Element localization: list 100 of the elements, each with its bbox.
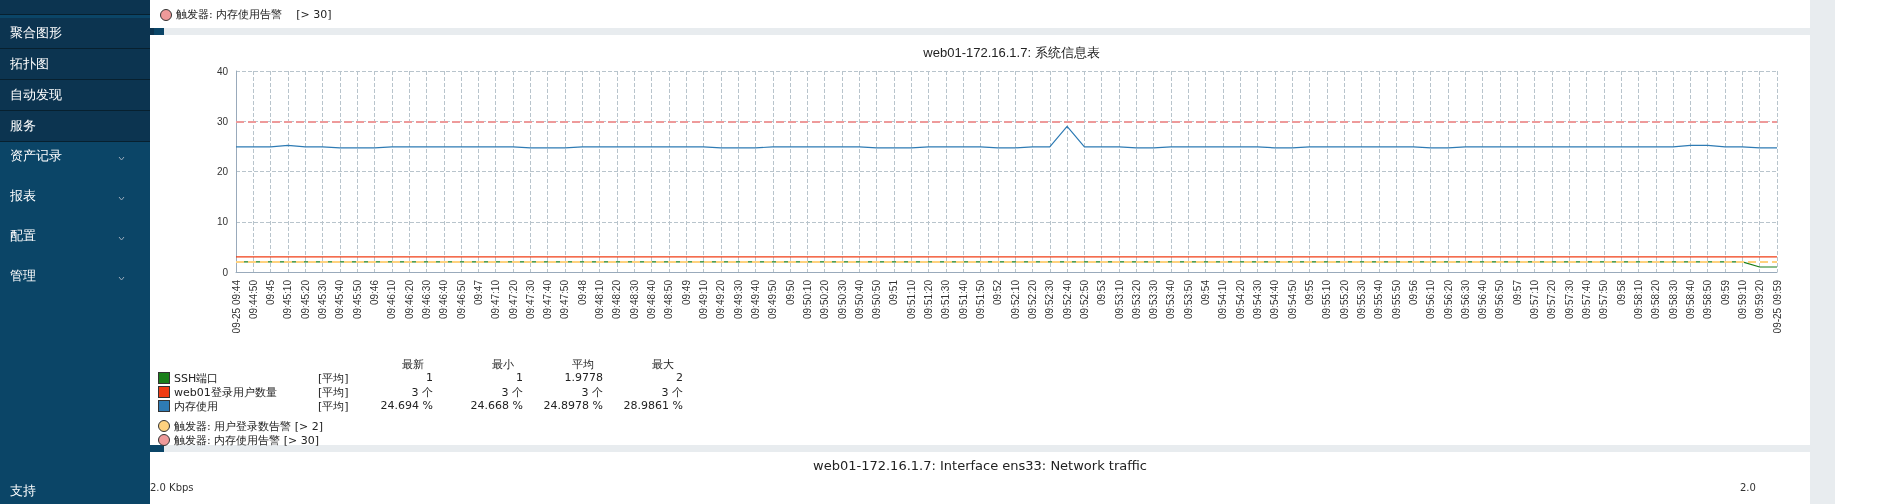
x-tick-label: 09:49:50 bbox=[767, 279, 779, 319]
x-tick-label: 09:49:30 bbox=[732, 279, 744, 319]
x-tick-label: 09:56:10 bbox=[1425, 279, 1437, 319]
x-tick-label: 09:52:20 bbox=[1026, 279, 1038, 319]
x-tick-label: 09:50 bbox=[784, 279, 796, 306]
x-tick-label: 09:46:20 bbox=[403, 279, 415, 319]
x-tick-label: 09:54:50 bbox=[1286, 279, 1298, 319]
x-tick-label: 09:56:30 bbox=[1459, 279, 1471, 319]
x-tick-label: 09:52:30 bbox=[1044, 279, 1056, 319]
y-tick-label: 40 bbox=[216, 65, 229, 77]
x-tick-label: 09:51:10 bbox=[905, 279, 917, 319]
chart-title: web01-172.16.1.7: 系统信息表 bbox=[922, 45, 1100, 60]
text: 服务 bbox=[0, 111, 154, 142]
text: 触发器: 内存使用告警 [> 30] bbox=[176, 7, 332, 22]
x-tick-label: 09:55:40 bbox=[1373, 279, 1385, 319]
x-tick-label: 09:46:10 bbox=[386, 279, 398, 319]
legend-label: web01登录用户数量 bbox=[174, 385, 277, 400]
x-tick-label: 09:59 bbox=[1719, 279, 1731, 306]
x-tick-label: 09:52 bbox=[992, 279, 1004, 306]
text: 2 bbox=[676, 371, 683, 384]
text: 1 bbox=[426, 371, 433, 384]
x-tick-label: 09:54:20 bbox=[1234, 279, 1246, 319]
text: 3 个 bbox=[501, 385, 523, 400]
x-tick-label: 09:56:20 bbox=[1442, 279, 1454, 319]
text: [平均] bbox=[318, 371, 349, 386]
x-tick-label: 09:47:40 bbox=[542, 279, 554, 319]
x-tick-label: 09:56:50 bbox=[1494, 279, 1506, 319]
text: 1.9778 bbox=[564, 371, 603, 384]
text: 2.0 Kbps bbox=[150, 482, 194, 493]
text: 配置 bbox=[10, 227, 36, 245]
text: 拓扑图 bbox=[0, 49, 154, 80]
text: 报表 bbox=[10, 187, 36, 205]
legend-label: 触发器: 用户登录数告警 [> 2] bbox=[174, 419, 323, 434]
x-tick-label: 09:56:40 bbox=[1477, 279, 1489, 319]
legend-label: 内存使用 bbox=[174, 399, 218, 414]
x-tick-label: 09:48:40 bbox=[646, 279, 658, 319]
x-tick-label: 09:55:30 bbox=[1355, 279, 1367, 319]
text: 资产记录 bbox=[10, 147, 62, 165]
text: 3 个 bbox=[581, 385, 603, 400]
x-tick-label: 09:57 bbox=[1511, 279, 1523, 306]
text: 自动发现 bbox=[0, 80, 154, 111]
x-tick-label: 09-25 09:44 bbox=[230, 279, 242, 334]
text: [平均] bbox=[318, 385, 349, 400]
x-tick-label: 09:58:10 bbox=[1632, 279, 1644, 319]
x-tick-label: 09:47:20 bbox=[507, 279, 519, 319]
x-tick-label: 09:45:50 bbox=[351, 279, 363, 319]
x-tick-label: 09:53 bbox=[1096, 279, 1108, 306]
x-tick-label: 09:55 bbox=[1304, 279, 1316, 306]
x-tick-label: 09:59:20 bbox=[1754, 279, 1766, 319]
x-tick-label: 09:45:10 bbox=[282, 279, 294, 319]
text: 3 个 bbox=[661, 385, 683, 400]
y-tick-label: 10 bbox=[216, 216, 229, 228]
x-tick-label: 09:58:30 bbox=[1667, 279, 1679, 319]
x-tick-label: 09:49:10 bbox=[697, 279, 709, 319]
x-tick-label: 09:48:20 bbox=[611, 279, 623, 319]
x-tick-label: 09:57:10 bbox=[1529, 279, 1541, 319]
x-tick-label: 09:49 bbox=[680, 279, 692, 306]
x-tick-label: 09:58 bbox=[1615, 279, 1627, 306]
x-tick-label: 09:45:40 bbox=[334, 279, 346, 319]
x-tick-label: 09:48 bbox=[576, 279, 588, 306]
x-tick-label: 09:51:40 bbox=[957, 279, 969, 319]
x-tick-label: 09:53:40 bbox=[1165, 279, 1177, 319]
text: 最大 bbox=[651, 357, 675, 372]
x-tick-label: 09:45:30 bbox=[317, 279, 329, 319]
x-tick-label: 09:50:40 bbox=[853, 279, 865, 319]
x-tick-label: 09:55:10 bbox=[1321, 279, 1333, 319]
x-tick-label: 09:47:30 bbox=[524, 279, 536, 319]
x-tick-label: 09:53:50 bbox=[1182, 279, 1194, 319]
x-tick-label: 09:51 bbox=[888, 279, 900, 306]
x-tick-label: 09:52:50 bbox=[1078, 279, 1090, 319]
text: 24.8978 % bbox=[543, 399, 603, 412]
text: 最小 bbox=[491, 357, 515, 372]
text: 聚合图形 bbox=[0, 18, 154, 49]
text: 最新 bbox=[401, 357, 425, 372]
x-tick-label: 09:53:30 bbox=[1148, 279, 1160, 319]
x-tick-label: 09:57:40 bbox=[1581, 279, 1593, 319]
x-tick-label: 09:50:20 bbox=[819, 279, 831, 319]
legend-label: 触发器: 内存使用告警 [> 30] bbox=[174, 433, 319, 448]
x-tick-label: 09:56 bbox=[1407, 279, 1419, 306]
x-tick-label: 09:46:50 bbox=[455, 279, 467, 319]
x-tick-label: 09:45 bbox=[265, 279, 277, 306]
text: [平均] bbox=[318, 399, 349, 414]
x-tick-label: 09:48:10 bbox=[594, 279, 606, 319]
x-tick-label: 09:46 bbox=[369, 279, 381, 306]
x-tick-label: 09:45:20 bbox=[299, 279, 311, 319]
text: 2.0 bbox=[1740, 482, 1756, 493]
text: 1 bbox=[516, 371, 523, 384]
text: 3 个 bbox=[411, 385, 433, 400]
x-tick-label: 09:44:50 bbox=[247, 279, 259, 319]
x-tick-label: 09:58:40 bbox=[1684, 279, 1696, 319]
x-tick-label: 09:49:40 bbox=[749, 279, 761, 319]
text: 24.668 % bbox=[470, 399, 523, 412]
x-tick-label: 09:57:30 bbox=[1563, 279, 1575, 319]
text: 支持 bbox=[10, 482, 36, 500]
line-series bbox=[235, 125, 1778, 149]
x-tick-label: 09:54 bbox=[1200, 279, 1212, 306]
x-tick-label: 09:51:50 bbox=[975, 279, 987, 319]
y-tick-label: 20 bbox=[216, 166, 229, 177]
x-tick-label: 09:53:20 bbox=[1130, 279, 1142, 319]
x-tick-label: 09:58:50 bbox=[1702, 279, 1714, 319]
